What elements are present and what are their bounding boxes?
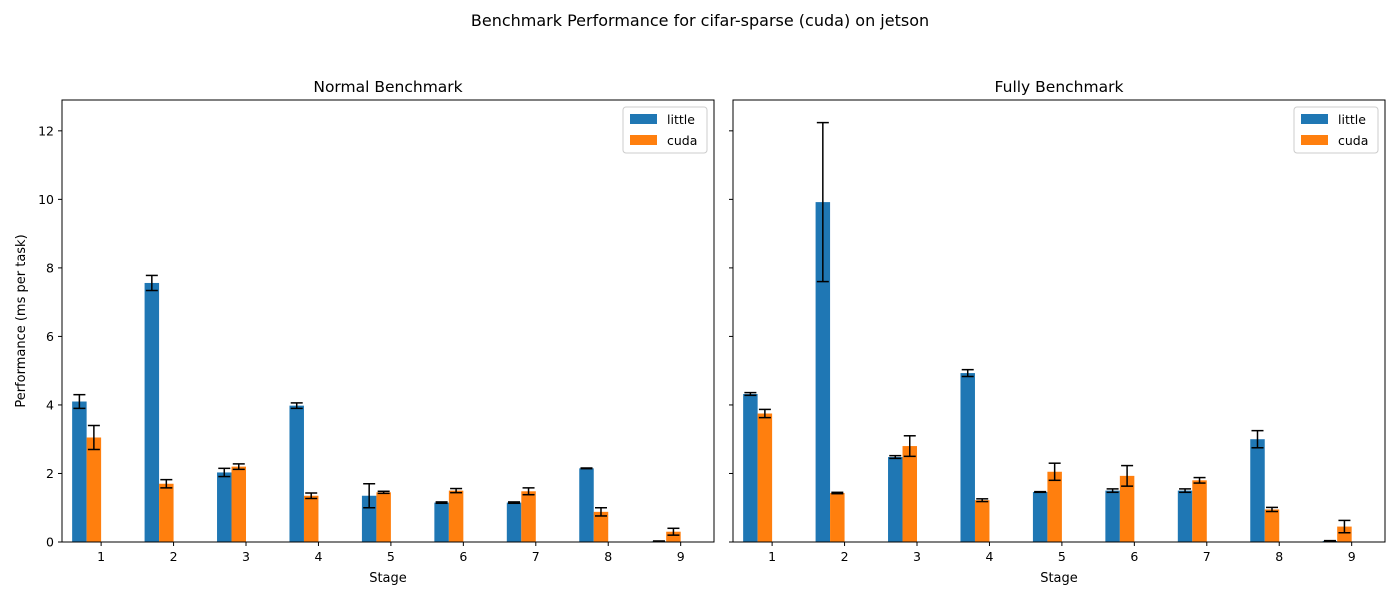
bar-cuda-2 [830,493,845,542]
bar-cuda-5 [1047,471,1062,542]
x-tick-label: 8 [1275,549,1283,564]
bar-cuda-8 [1264,509,1280,542]
y-tick-label: 8 [46,260,54,275]
x-tick-label: 4 [314,549,322,564]
bar-cuda-7 [1192,480,1207,542]
bar-little-6 [1105,490,1120,542]
bar-little-2 [815,202,831,543]
x-tick-label: 1 [97,549,105,564]
bar-little-3 [888,457,903,542]
legend-swatch-cuda [1301,135,1328,145]
y-tick-label: 6 [46,329,54,344]
bar-cuda-6 [448,490,464,542]
bar-little-1 [743,393,758,542]
y-tick-label: 10 [38,192,54,207]
x-tick-label: 9 [677,549,685,564]
bar-cuda-9 [666,531,681,542]
x-tick-label: 3 [913,549,921,564]
bar-cuda-1 [757,413,773,542]
legend-label-cuda: cuda [1338,133,1368,148]
legend-label-cuda: cuda [667,133,697,148]
bar-little-4 [960,373,975,542]
bar-little-8 [579,468,594,542]
bar-cuda-6 [1119,475,1135,542]
x-tick-label: 4 [985,549,993,564]
bar-little-3 [217,472,232,542]
x-tick-label: 7 [1203,549,1211,564]
x-tick-label: 2 [841,549,849,564]
y-tick-label: 12 [38,123,54,138]
x-axis-label: Stage [1040,571,1078,586]
legend: little cuda [622,106,708,154]
x-axis-label: Stage [369,571,407,586]
x-tick-label: 5 [387,549,395,564]
x-tick-label: 1 [768,549,776,564]
legend-label-little: little [1338,112,1366,127]
bar-little-1 [72,401,87,542]
legend: little cuda [1293,106,1379,154]
bar-little-4 [289,405,304,542]
legend-swatch-little [630,114,657,124]
bar-little-2 [144,282,160,542]
x-tick-label: 8 [604,549,612,564]
legend-swatch-cuda [630,135,657,145]
x-tick-label: 2 [170,549,178,564]
bar-cuda-4 [303,495,319,542]
bar-cuda-9 [1337,526,1352,542]
y-tick-label: 0 [46,535,54,550]
y-axis-label: Performance (ms per task) [14,234,29,407]
figure-title: Benchmark Performance for cifar-sparse (… [471,11,929,30]
x-tick-label: 6 [1130,549,1138,564]
legend-label-little: little [667,112,695,127]
plot-frame [61,99,715,543]
bar-little-7 [506,502,522,542]
bar-little-7 [1177,490,1193,542]
x-tick-label: 5 [1058,549,1066,564]
panel-title: Fully Benchmark [995,78,1124,96]
panel-title: Normal Benchmark [313,78,462,96]
plot-frame [732,99,1386,543]
y-tick-label: 4 [46,397,54,412]
x-tick-label: 6 [459,549,467,564]
bar-cuda-7 [521,491,536,542]
chart-panel-2: 1 2 3 4 5 6 7 8 9 Fully Benchmark Stage little cuda [729,78,1386,586]
x-tick-label: 3 [242,549,250,564]
bar-little-5 [1032,491,1048,542]
bar-little-6 [434,502,449,542]
x-tick-label: 7 [532,549,540,564]
x-tick-label: 9 [1348,549,1356,564]
bar-cuda-3 [231,466,247,542]
bar-cuda-5 [376,492,391,542]
bar-cuda-8 [593,511,609,542]
bar-cuda-4 [974,500,990,542]
bar-cuda-1 [86,437,102,542]
bar-cuda-2 [159,483,174,542]
bar-cuda-3 [902,446,918,542]
bar-little-8 [1250,439,1265,542]
y-tick-label: 2 [46,466,54,481]
legend-swatch-little [1301,114,1328,124]
